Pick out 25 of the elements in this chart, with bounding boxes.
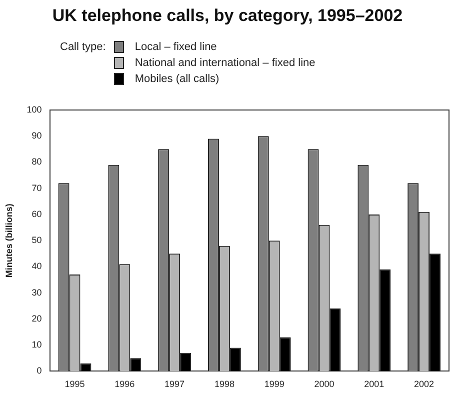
chart-title: UK telephone calls, by category, 1995–2002 (51, 5, 404, 27)
x-tick-label: 1999 (264, 379, 284, 390)
x-tick-label: 2001 (364, 379, 384, 390)
y-tick-label: 10 (32, 340, 42, 350)
x-tick-label: 1996 (114, 379, 135, 390)
y-axis-title: Minutes (billions) (4, 204, 14, 278)
y-tick-label: 30 (32, 287, 42, 298)
legend-label: Local – fixed line (134, 41, 217, 53)
x-tick-label: 2002 (414, 379, 434, 390)
x-tick-label: 1997 (164, 379, 185, 390)
y-tick-label: 50 (32, 235, 42, 246)
y-tick-label: 70 (32, 182, 42, 193)
legend-label: Mobiles (all calls) (134, 73, 220, 85)
x-tick-label: 1995 (64, 379, 85, 390)
legend-title: Call type: (60, 40, 106, 55)
legend-label: National and international – fixed line (134, 57, 316, 69)
x-tick-label: 1998 (214, 379, 234, 390)
x-tick-label: 2000 (314, 379, 334, 390)
y-tick-label: 90 (32, 130, 42, 141)
y-tick-label: 80 (32, 156, 42, 167)
y-tick-label: 100 (26, 104, 42, 114)
y-tick-label: 20 (32, 313, 42, 324)
y-tick-label: 60 (32, 208, 42, 219)
y-tick-label: 0 (36, 366, 42, 376)
y-tick-label: 40 (32, 261, 42, 272)
